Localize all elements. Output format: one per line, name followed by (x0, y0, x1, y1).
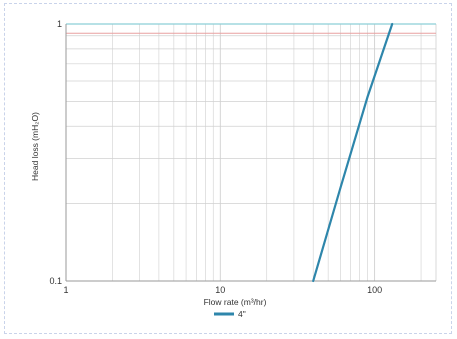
x-axis-title: Flow rate (m³/hr) (204, 297, 267, 307)
chart-frame (4, 3, 452, 334)
series-group (312, 22, 394, 283)
x-tick-label: 100 (367, 285, 382, 295)
y-tick-label: 0.1 (49, 276, 62, 286)
legend-label-4-inch: 4" (238, 309, 246, 319)
axes (65, 24, 436, 282)
series-line-4-inch (312, 22, 394, 283)
y-tick-label: 1 (57, 19, 62, 29)
x-tick-label: 1 (63, 285, 68, 295)
x-tick-label: 10 (215, 285, 225, 295)
grid-lines (65, 24, 437, 281)
y-axis-title: Head loss (mH₂O) (30, 112, 40, 181)
legend: 4" (214, 309, 246, 319)
